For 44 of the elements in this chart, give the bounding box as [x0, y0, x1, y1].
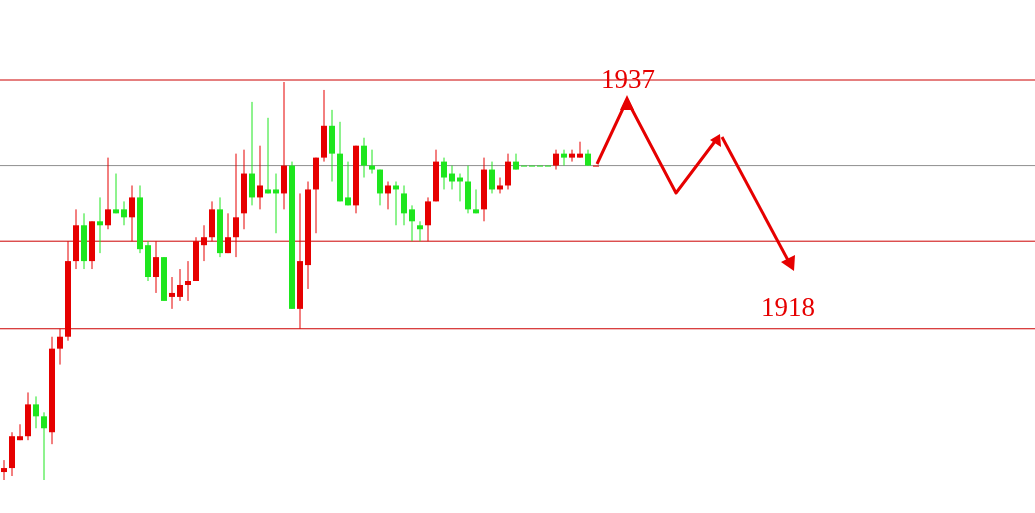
candlestick	[577, 141, 583, 159]
candlestick	[97, 196, 103, 254]
candlestick	[129, 184, 135, 242]
candlestick	[385, 181, 391, 210]
candlestick	[569, 149, 575, 163]
candlestick	[505, 153, 511, 190]
candlestick	[425, 196, 431, 242]
candlestick	[441, 157, 447, 190]
candlestick	[489, 161, 495, 194]
candlestick	[153, 240, 159, 294]
candlestick	[393, 181, 399, 226]
candlestick	[401, 184, 407, 226]
candlestick	[105, 157, 111, 230]
candlestick	[497, 177, 503, 194]
candlestick	[33, 395, 39, 429]
candlestick	[361, 137, 367, 179]
candlestick	[377, 169, 383, 206]
candlestick	[257, 145, 263, 210]
candlestick	[417, 220, 423, 242]
candlestick	[113, 173, 119, 214]
candlestick	[457, 173, 463, 202]
candlestick	[121, 200, 127, 226]
candlestick	[41, 411, 47, 481]
candlestick	[553, 149, 559, 171]
candlestick	[201, 224, 207, 262]
candlestick	[449, 165, 455, 190]
candlestick	[169, 276, 175, 310]
candlestick	[409, 204, 415, 242]
candlestick	[1, 459, 7, 481]
candlestick	[233, 153, 239, 258]
candlestick	[561, 149, 567, 167]
candlestick	[265, 117, 271, 194]
candlestick	[249, 101, 255, 206]
candlestick	[345, 161, 351, 206]
text: 1937	[601, 64, 655, 94]
candlestick	[273, 173, 279, 234]
candlestick	[369, 149, 375, 175]
text: 1918	[761, 292, 815, 322]
candlestick	[17, 423, 23, 441]
candlestick	[225, 212, 231, 254]
candlestick	[513, 153, 519, 171]
candlestick	[57, 328, 63, 366]
candlestick	[185, 260, 191, 302]
candlestick	[177, 268, 183, 302]
